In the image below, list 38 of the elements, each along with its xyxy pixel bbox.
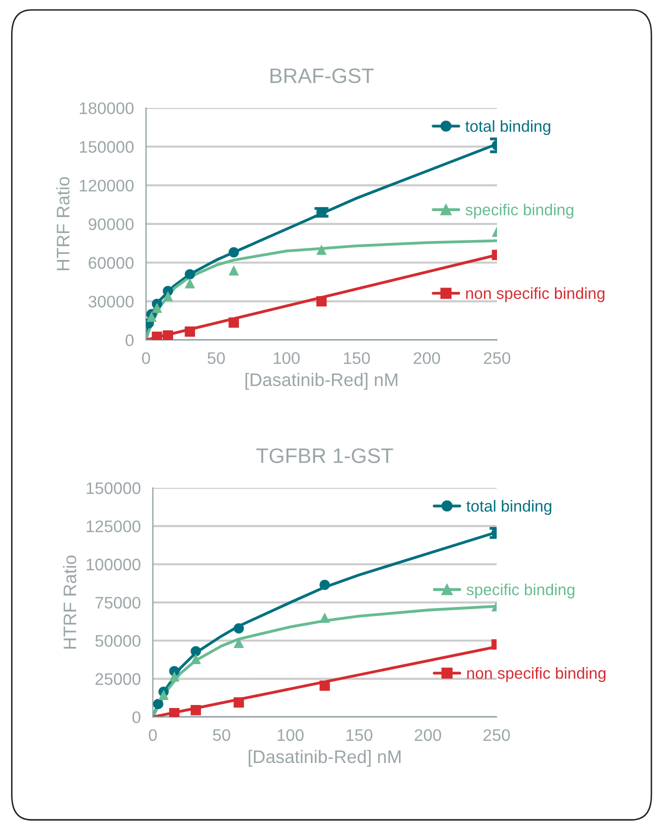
y-axis-title: HTRF Ratio	[56, 177, 70, 270]
x-tick-label: 100	[274, 352, 300, 364]
y-tick-label: 150000	[86, 482, 140, 494]
y-axis-title: HTRF Ratio	[63, 556, 76, 649]
x-axis-title: [Dasatinib-Red] nM	[248, 750, 401, 767]
x-tick-label: 200	[414, 729, 442, 742]
y-tick-label: 75000	[96, 596, 140, 609]
x-tick-label: 0	[142, 352, 150, 364]
legend-label: total binding	[465, 120, 550, 136]
y-tick-label: 180000	[80, 102, 134, 114]
y-tick-label: 150000	[80, 141, 134, 153]
legend-label: total binding	[466, 500, 552, 515]
y-tick-label: 120000	[80, 180, 134, 192]
x-tick-label: 50	[212, 729, 230, 742]
chart-title: TGFBR 1-GST	[256, 448, 394, 464]
x-tick-label: 100	[278, 729, 304, 742]
x-tick-label: 250	[484, 729, 510, 742]
legend-label: specific binding	[466, 204, 574, 219]
x-tick-label: 200	[414, 352, 440, 364]
x-tick-label: 0	[148, 729, 157, 742]
y-tick-label: 100000	[86, 558, 140, 570]
legend-label: non specific binding	[466, 287, 604, 302]
y-tick-label: 50000	[95, 635, 140, 647]
x-tick-label: 50	[208, 352, 225, 364]
y-tick-label: 0	[126, 334, 134, 346]
y-tick-label: 25000	[96, 673, 140, 685]
x-tick-label: 150	[346, 729, 372, 742]
y-tick-label: 30000	[88, 296, 134, 308]
y-tick-label: 0	[132, 711, 140, 724]
chart-title: BRAF-GST	[270, 68, 374, 84]
x-tick-label: 250	[484, 352, 510, 364]
legend-label: specific binding	[466, 584, 574, 598]
legend-label: non specific binding	[467, 667, 606, 682]
x-axis-title: [Dasatinib-Red] nM	[246, 372, 398, 390]
y-tick-label: 90000	[88, 218, 134, 230]
y-tick-label: 125000	[86, 520, 140, 532]
x-tick-label: 150	[344, 352, 370, 364]
y-tick-label: 60000	[88, 257, 134, 269]
